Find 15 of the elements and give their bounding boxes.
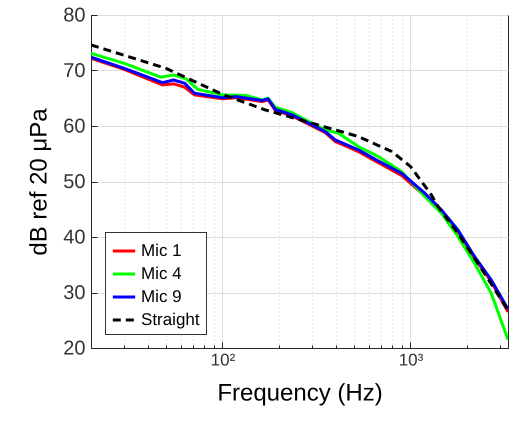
legend-label: Mic 4 xyxy=(141,264,182,283)
legend-label: Straight xyxy=(141,310,200,329)
y-tick-label: 70 xyxy=(63,60,86,82)
y-tick-label: 80 xyxy=(63,4,86,26)
y-tick-label: 40 xyxy=(63,226,86,248)
y-tick-label: 50 xyxy=(63,171,86,193)
y-tick-label: 60 xyxy=(63,116,86,138)
y-tick-label: 30 xyxy=(63,282,86,304)
x-tick-label: 10³ xyxy=(398,350,424,370)
x-tick-label: 10² xyxy=(210,350,236,370)
x-axis-title: Frequency (Hz) xyxy=(217,380,383,406)
legend-label: Mic 1 xyxy=(141,241,182,260)
y-tick-label: 20 xyxy=(63,338,86,360)
y-axis-title: dB ref 20 μPa xyxy=(25,108,52,256)
legend-label: Mic 9 xyxy=(141,287,182,306)
